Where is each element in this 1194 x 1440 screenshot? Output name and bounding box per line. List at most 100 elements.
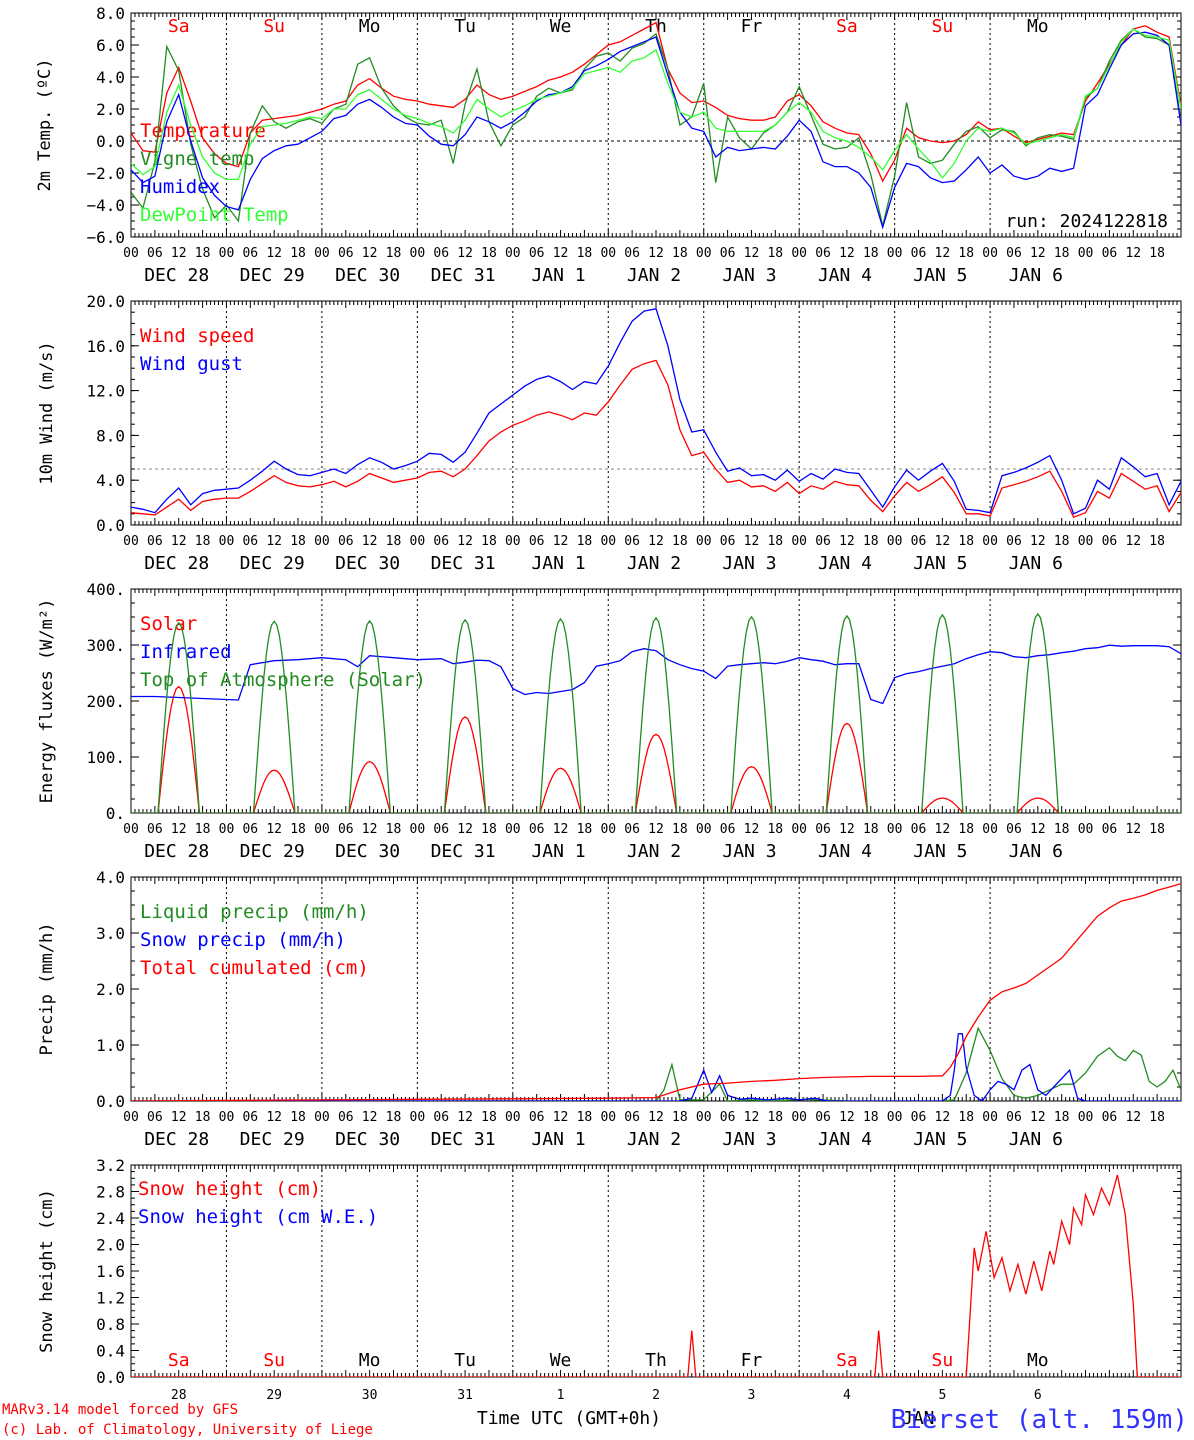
hour-tick-label: 12 [266,534,282,549]
hour-tick-label: 12 [1125,246,1141,261]
hour-tick-label: 00 [1078,534,1094,549]
date-label: JAN 6 [1009,553,1063,574]
hour-tick-label: 12 [553,822,569,837]
y-tick-label: 0.8 [96,1315,125,1334]
hour-tick-label: 12 [266,1110,282,1125]
hour-tick-label: 18 [863,1110,879,1125]
hour-tick-label: 18 [1149,534,1165,549]
date-label: JAN 5 [913,265,967,286]
legend-entry: DewPoint Temp [140,204,289,226]
date-label: DEC 28 [144,553,209,574]
hour-tick-label: 18 [1054,1110,1070,1125]
hour-tick-label: 00 [791,1110,807,1125]
hour-tick-label: 06 [624,246,640,261]
hour-tick-label: 12 [553,534,569,549]
y-tick-label: 4.0 [96,868,125,887]
hour-tick-label: 18 [1149,822,1165,837]
hour-tick-label: 12 [935,822,951,837]
date-label: DEC 30 [335,841,400,862]
hour-tick-label: 12 [171,246,187,261]
y-tick-label: 12.0 [86,382,125,401]
hour-tick-label: 18 [1149,246,1165,261]
hour-tick-label: 18 [672,1110,688,1125]
hour-tick-label: 18 [672,246,688,261]
hour-tick-label: 06 [242,246,258,261]
hour-tick-label: 18 [767,534,783,549]
hour-tick-label: 00 [982,1110,998,1125]
y-tick-label: 0.0 [96,1092,125,1111]
series-line-solar [131,685,1181,813]
hour-tick-label: 18 [863,822,879,837]
hour-tick-label: 12 [457,246,473,261]
hour-tick-label: 06 [433,1110,449,1125]
date-label: JAN 3 [722,1129,776,1150]
hour-tick-label: 18 [195,822,211,837]
y-tick-label: 1.6 [96,1262,125,1281]
y-tick-label: 0.0 [96,1368,125,1387]
hour-tick-label: 06 [433,534,449,549]
weekday-label: Su [263,1350,285,1371]
series-line-wind-speed [131,359,1181,519]
series-line-top-of-atmosphere-solar- [131,612,1181,813]
hour-tick-label: 00 [982,822,998,837]
credit-line-2: (c) Lab. of Climatology, University of L… [2,1422,373,1438]
hour-tick-label: 00 [314,1110,330,1125]
date-label: DEC 29 [240,1129,305,1150]
series-line-dewpoint-temp [131,28,1181,181]
hour-tick-label: 06 [624,1110,640,1125]
hour-tick-label: 18 [290,822,306,837]
y-tick-label: 16.0 [86,337,125,356]
y-axis-title: 10m Wind (m/s) [37,341,57,484]
hour-tick-label: 06 [624,534,640,549]
series-line-liquid-precip-mm-h- [131,1026,1181,1101]
y-tick-label: 2.0 [96,1236,125,1255]
hour-tick-label: 06 [1102,534,1118,549]
hour-tick-label: 00 [791,246,807,261]
hour-tick-label: 18 [1149,1110,1165,1125]
hour-tick-label: 00 [696,534,712,549]
legend-entry: Top of Atmosphere (Solar) [140,669,426,691]
hour-tick-label: 12 [935,1110,951,1125]
y-tick-label: 2.0 [96,980,125,999]
y-axis-title: 2m Temp. (ºC) [35,58,55,191]
hour-tick-label: 12 [171,822,187,837]
hour-tick-label: 00 [600,1110,616,1125]
weekday-label: Mo [359,1350,381,1371]
hour-tick-label: 12 [1030,246,1046,261]
hour-tick-label: 00 [600,246,616,261]
date-tick-label: 5 [938,1388,946,1403]
hour-tick-label: 00 [982,534,998,549]
weekday-label: Mo [359,16,381,37]
hour-tick-label: 18 [386,1110,402,1125]
y-tick-label: 400. [86,580,125,599]
date-label: DEC 30 [335,1129,400,1150]
hour-tick-label: 12 [744,822,760,837]
hour-tick-label: 12 [457,1110,473,1125]
hour-tick-label: 18 [386,822,402,837]
hour-tick-label: 00 [791,534,807,549]
hour-tick-label: 12 [1030,534,1046,549]
weekday-label: Th [645,16,667,37]
date-label: JAN 4 [818,1129,872,1150]
hour-tick-label: 12 [744,1110,760,1125]
station-overlay-label: JAN [902,1408,935,1429]
date-label: JAN 1 [531,841,585,862]
date-label: DEC 29 [240,841,305,862]
weekday-label: Sa [836,1350,858,1371]
hour-tick-label: 00 [410,822,426,837]
hour-tick-label: 06 [911,1110,927,1125]
hour-tick-label: 06 [242,534,258,549]
hour-tick-label: 06 [815,534,831,549]
date-label: DEC 31 [431,841,496,862]
hour-tick-label: 00 [505,1110,521,1125]
hour-tick-label: 06 [147,246,163,261]
panel-3: 400. 300. 200. 100. 0. Energy fluxes (W/m²) 00… [37,580,1182,862]
date-label: JAN 6 [1009,265,1063,286]
hour-tick-label: 06 [624,822,640,837]
hour-tick-label: 12 [839,534,855,549]
y-tick-label: 6.0 [96,36,125,55]
legend-entry: Temperature [140,120,266,142]
weekday-label: Sa [836,16,858,37]
weekday-label: Su [932,1350,954,1371]
